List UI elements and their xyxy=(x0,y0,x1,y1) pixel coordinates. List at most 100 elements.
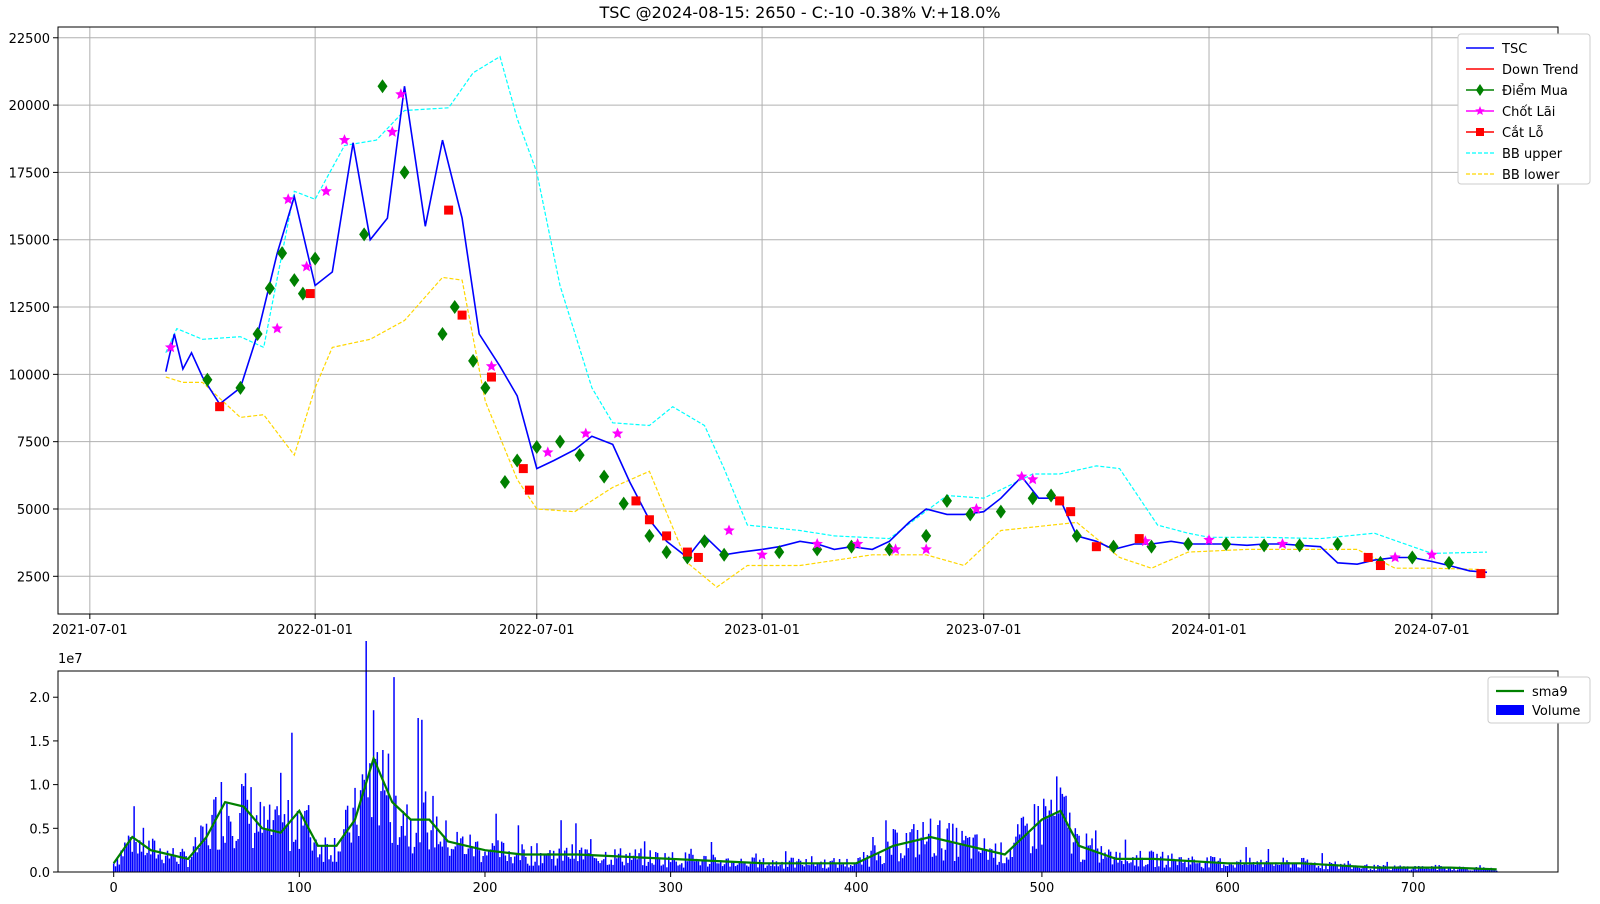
volume-bar xyxy=(1065,795,1067,872)
volume-bar xyxy=(447,847,449,872)
volume-bar xyxy=(1249,857,1251,872)
buy-point-marker xyxy=(1108,539,1119,554)
price-legend-box xyxy=(1457,33,1591,185)
volume-bar xyxy=(597,861,599,872)
volume-bar xyxy=(1310,862,1312,872)
stop-loss-marker xyxy=(1134,534,1144,544)
volume-bar xyxy=(1093,849,1095,872)
volume-bar xyxy=(1067,827,1069,872)
volume-bar xyxy=(422,802,425,872)
buy-point-marker xyxy=(1407,550,1418,565)
volume-bar xyxy=(681,863,683,872)
volume-bar xyxy=(159,848,161,872)
volume-bar xyxy=(1009,848,1012,872)
volume-bar xyxy=(1297,867,1299,872)
volume-bar xyxy=(484,851,486,872)
volume-bar xyxy=(298,848,301,872)
volume-bar xyxy=(1054,815,1056,872)
volume-bar xyxy=(482,856,484,872)
volume-bar xyxy=(430,830,432,872)
volume-bar xyxy=(647,861,650,872)
volume-bar xyxy=(1262,867,1264,872)
volume-bar xyxy=(148,840,150,872)
volume-bar xyxy=(851,866,854,872)
volume-bar xyxy=(1237,861,1240,872)
volume-bar xyxy=(926,841,928,872)
volume-bar xyxy=(1159,856,1162,872)
volume-bar xyxy=(1161,851,1164,872)
volume-bar xyxy=(395,795,397,872)
volume-bar xyxy=(894,829,896,872)
volume-bar xyxy=(216,849,219,872)
volume-bars xyxy=(112,641,1498,872)
stop-loss-marker xyxy=(1476,569,1486,579)
volume-bar xyxy=(207,845,210,872)
volume-bar xyxy=(831,860,833,872)
volume-bar xyxy=(519,860,521,872)
volume-bar xyxy=(1291,863,1294,872)
volume-bar xyxy=(1070,853,1073,872)
stop-loss-marker xyxy=(518,464,528,474)
volume-bar xyxy=(1133,865,1136,872)
volume-bar xyxy=(1215,863,1218,872)
volume-bar xyxy=(1354,865,1357,872)
volume-bar xyxy=(1167,855,1169,872)
volume-bar xyxy=(868,866,871,872)
volume-bar xyxy=(770,865,772,872)
volume-bar xyxy=(1288,862,1290,872)
volume-bar xyxy=(391,842,393,872)
volume-bar xyxy=(523,849,525,872)
volume-bar xyxy=(701,860,703,872)
volume-bar xyxy=(398,837,401,872)
volume-bar xyxy=(127,835,130,872)
volume-bar xyxy=(998,861,1000,872)
buy-point-marker xyxy=(1071,528,1082,543)
volume-bar xyxy=(1405,867,1407,872)
volume-bar xyxy=(708,864,711,872)
volume-bar xyxy=(914,857,917,872)
volume-bar xyxy=(666,867,668,872)
volume-bar xyxy=(306,810,308,872)
volume-bar xyxy=(456,831,458,872)
volume-bar xyxy=(560,820,562,872)
volume-bar xyxy=(1236,861,1238,872)
volume-bar xyxy=(796,861,798,872)
volume-bar xyxy=(584,849,586,872)
volume-bar xyxy=(320,845,323,872)
buy-point-marker xyxy=(264,281,275,296)
take-profit-marker xyxy=(1276,538,1289,549)
buy-point-marker xyxy=(512,453,523,468)
volume-bar xyxy=(877,852,880,872)
volume-bar xyxy=(517,825,520,872)
volume-bar xyxy=(1276,864,1279,872)
volume-bar xyxy=(1271,864,1273,872)
volume-bar xyxy=(203,840,206,872)
volume-bar xyxy=(1005,857,1008,872)
x-tick-label: 500 xyxy=(1029,881,1054,896)
volume-bar xyxy=(1234,867,1236,872)
volume-bar xyxy=(205,823,208,872)
volume-bar xyxy=(474,841,477,872)
volume-bar xyxy=(1412,868,1414,872)
buy-point-marker xyxy=(480,380,491,395)
volume-bar xyxy=(630,859,633,872)
volume-bar xyxy=(896,832,898,872)
y-tick-label: 1.0 xyxy=(29,779,50,794)
volume-bar xyxy=(783,868,785,872)
volume-bar xyxy=(636,859,638,872)
volume-bar xyxy=(1301,858,1303,872)
x-tick-label: 200 xyxy=(473,881,498,896)
volume-bar xyxy=(183,851,185,872)
x-tick-label: 2024-01-01 xyxy=(1171,623,1247,638)
volume-bar xyxy=(248,823,250,872)
take-profit-marker xyxy=(1203,534,1215,545)
volume-bar xyxy=(707,866,709,872)
stop-loss-marker xyxy=(1375,561,1385,571)
volume-bar xyxy=(573,858,575,872)
volume-bar xyxy=(1247,864,1249,872)
volume-bar xyxy=(294,839,297,872)
volume-bar xyxy=(1176,865,1179,872)
volume-bar xyxy=(1323,869,1325,872)
volume-bar xyxy=(1496,870,1498,872)
volume-bar xyxy=(1091,838,1093,872)
